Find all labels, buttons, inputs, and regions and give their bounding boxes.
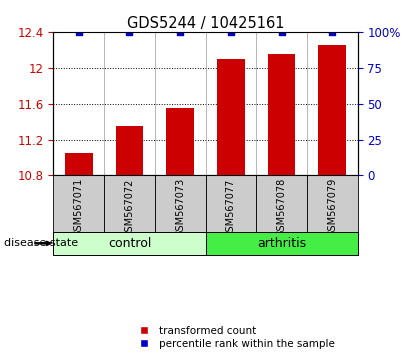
Bar <box>268 54 296 176</box>
Point <box>228 29 234 35</box>
Point <box>76 29 82 35</box>
Text: disease state: disease state <box>4 238 78 249</box>
Bar <box>166 108 194 176</box>
Title: GDS5244 / 10425161: GDS5244 / 10425161 <box>127 16 284 31</box>
Text: arthritis: arthritis <box>257 237 306 250</box>
Bar <box>318 45 346 176</box>
Text: GSM567071: GSM567071 <box>74 178 84 238</box>
Bar <box>256 176 307 232</box>
Point <box>126 29 133 35</box>
Legend: transformed count, percentile rank within the sample: transformed count, percentile rank withi… <box>134 326 335 349</box>
Point <box>278 29 285 35</box>
Bar <box>53 176 104 232</box>
Bar <box>65 153 93 176</box>
Text: GSM567078: GSM567078 <box>277 178 286 238</box>
Text: GSM567073: GSM567073 <box>175 178 185 238</box>
Text: control: control <box>108 237 151 250</box>
Bar <box>155 176 206 232</box>
Bar <box>217 59 245 176</box>
Bar <box>206 176 256 232</box>
Bar <box>307 176 358 232</box>
Bar <box>206 232 358 255</box>
Point <box>329 29 335 35</box>
Bar <box>104 176 155 232</box>
Point <box>177 29 183 35</box>
Bar <box>53 232 206 255</box>
Text: GSM567077: GSM567077 <box>226 178 236 238</box>
Text: GSM567079: GSM567079 <box>327 178 337 238</box>
Text: GSM567072: GSM567072 <box>125 178 134 238</box>
Bar <box>115 126 143 176</box>
